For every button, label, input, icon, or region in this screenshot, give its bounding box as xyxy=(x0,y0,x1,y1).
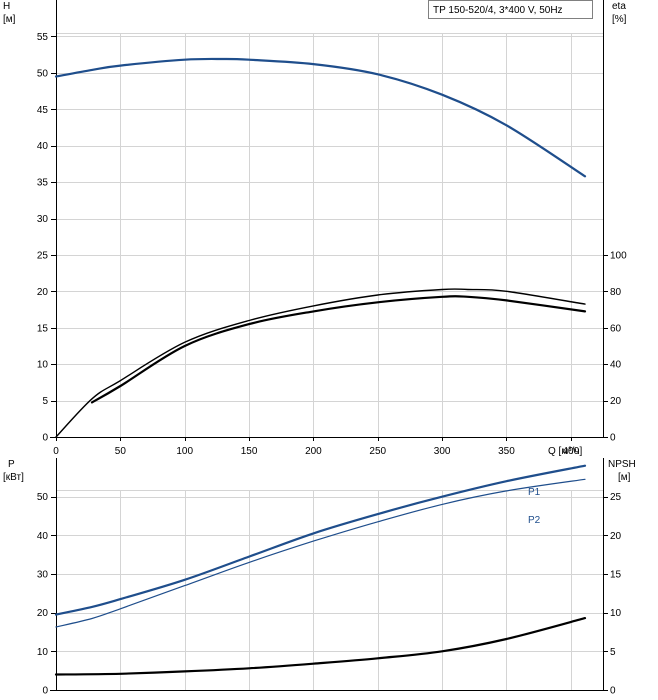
y-left-tick-label: 50 xyxy=(37,68,49,79)
bottom-tick-labels: 0 10 20 30 40 50 0 5 10 15 20 25 xyxy=(37,492,622,696)
legend-box xyxy=(428,0,593,19)
x-tick-label: 350 xyxy=(498,446,515,457)
y-left-tick-label: 50 xyxy=(37,492,49,503)
series-line-1-0 xyxy=(54,464,587,616)
legend-text: TP 150-520/4, 3*400 V, 50Hz xyxy=(433,5,563,16)
y-right-tick-label: 10 xyxy=(610,608,622,619)
y-left-tick-label: 0 xyxy=(42,686,48,697)
x-axis-label: Q [м³/ч] xyxy=(548,446,583,457)
y-right-tick-label: 100 xyxy=(610,250,627,261)
legend: TP 150-520/4, 3*400 V, 50Hz xyxy=(428,0,593,19)
y-right-tick-label: 60 xyxy=(610,323,622,334)
y-left-tick-label: 40 xyxy=(37,531,49,542)
y-left-tick-label: 25 xyxy=(37,250,49,261)
y-left-tick-label: 40 xyxy=(37,141,49,152)
y-right-tick-label: 5 xyxy=(610,647,616,658)
y-right-label-eta: eta xyxy=(612,1,626,12)
y-left-unit-m: [м] xyxy=(3,14,16,25)
y-left-tick-label: 35 xyxy=(37,178,49,189)
top-axes xyxy=(50,0,608,441)
head-efficiency-chart: 0 5 10 15 20 25 30 35 40 45 50 55 0 20 40 60 80 100 0 50 100… xyxy=(3,0,627,457)
y-right-tick-label: 20 xyxy=(610,531,622,542)
y-left-unit-kw: [кВт] xyxy=(3,472,24,483)
bottom-axes xyxy=(50,458,608,691)
x-tick-label: 100 xyxy=(176,446,193,457)
series-line-1-2 xyxy=(54,617,587,676)
series-line-0-1 xyxy=(55,69,93,78)
x-tick-label: 250 xyxy=(369,446,386,457)
top-tick-labels: 0 5 10 15 20 25 30 35 40 45 50 55 0 20 40 60 80 100 0 50 100… xyxy=(37,32,627,457)
x-tick-label: 400 xyxy=(562,446,579,457)
y-left-tick-label: 20 xyxy=(37,287,49,298)
y-right-unit-percent: [%] xyxy=(612,14,627,25)
y-right-tick-label: 20 xyxy=(610,396,622,407)
top-grid xyxy=(56,33,603,437)
power-npsh-chart: 0 10 20 30 40 50 0 5 10 15 20 25 P [кВт] NPSH [м] P… xyxy=(3,458,636,697)
y-left-tick-label: 20 xyxy=(37,608,49,619)
x-tick-label: 300 xyxy=(434,446,451,457)
x-tick-label: 200 xyxy=(305,446,322,457)
x-tick-label: 150 xyxy=(241,446,258,457)
y-left-tick-label: 30 xyxy=(37,570,49,581)
y-left-label-h: H xyxy=(3,1,10,12)
y-left-tick-label: 30 xyxy=(37,214,49,225)
y-right-tick-label: 40 xyxy=(610,360,622,371)
y-right-tick-label: 15 xyxy=(610,570,622,581)
y-right-tick-label: 80 xyxy=(610,287,622,298)
bottom-series xyxy=(54,464,587,676)
series-line-0-0 xyxy=(54,57,587,178)
y-right-tick-label: 0 xyxy=(610,686,616,697)
y-left-tick-label: 5 xyxy=(42,396,48,407)
top-series xyxy=(54,57,587,438)
y-left-tick-label: 55 xyxy=(37,32,49,43)
y-left-tick-label: 10 xyxy=(37,360,49,371)
series-line-1-1 xyxy=(55,478,586,628)
series-line-0-3 xyxy=(90,295,587,404)
y-right-unit-m: [м] xyxy=(618,472,631,483)
x-tick-label: 0 xyxy=(53,446,59,457)
y-left-tick-label: 15 xyxy=(37,323,49,334)
y-left-tick-label: 0 xyxy=(42,433,48,444)
y-right-tick-label: 25 xyxy=(610,492,622,503)
bottom-grid xyxy=(56,490,603,690)
x-tick-label: 50 xyxy=(115,446,127,457)
y-right-label-npsh: NPSH xyxy=(608,459,636,470)
y-right-tick-label: 0 xyxy=(610,433,616,444)
y-left-tick-label: 45 xyxy=(37,105,49,116)
series-label-p1: P1 xyxy=(528,487,541,498)
y-left-tick-label: 10 xyxy=(37,647,49,658)
series-line-0-2 xyxy=(55,288,586,438)
series-label-p2: P2 xyxy=(528,515,541,526)
y-left-label-p: P xyxy=(8,459,15,470)
